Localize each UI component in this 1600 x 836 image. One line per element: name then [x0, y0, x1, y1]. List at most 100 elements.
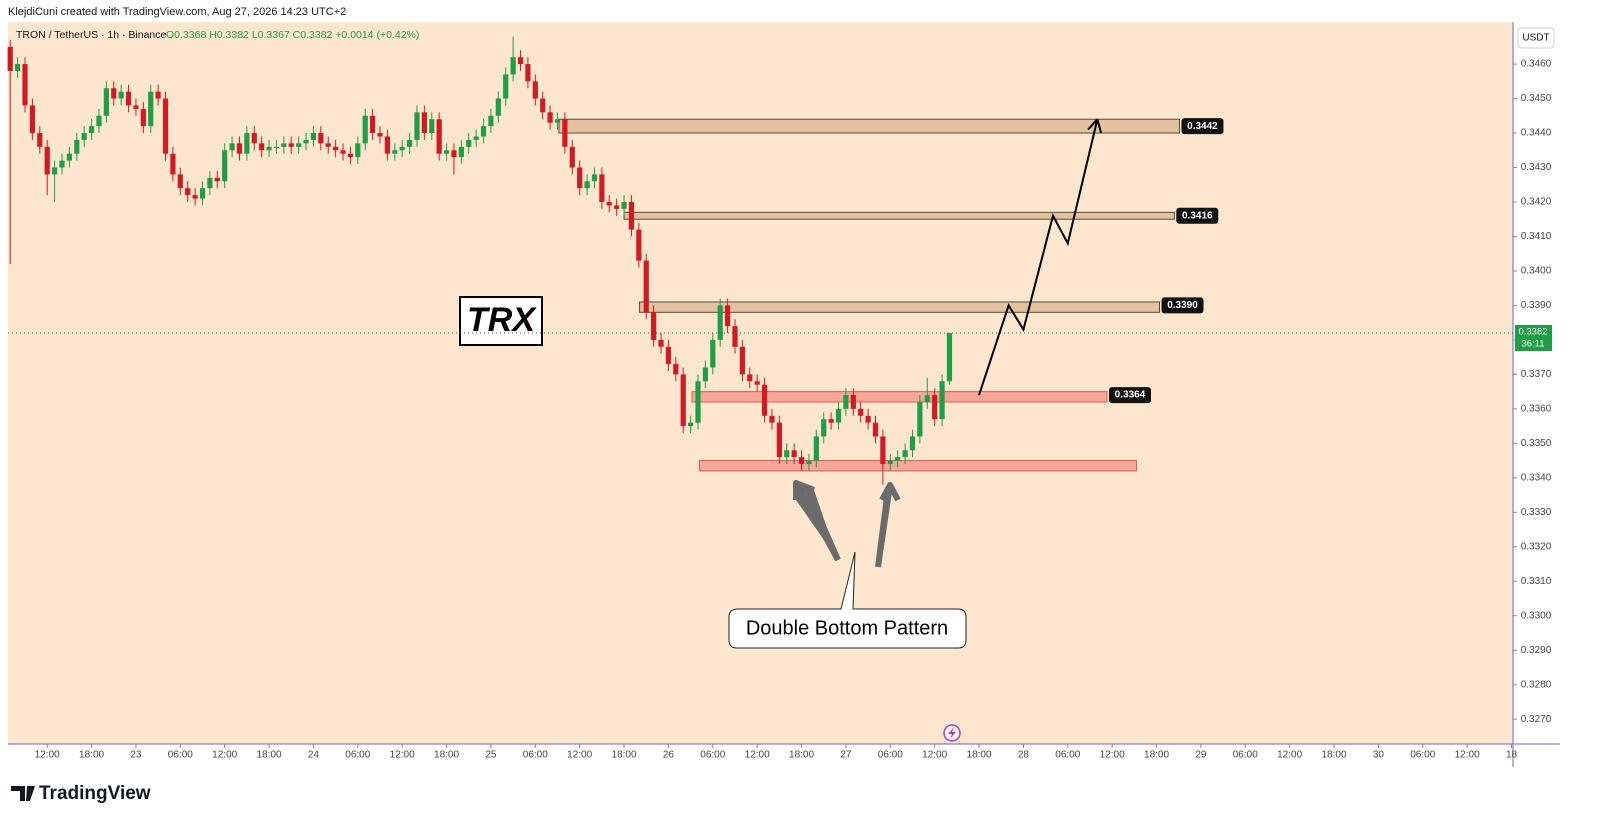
- candle-body: [880, 436, 886, 465]
- y-tick-label: 0.3420: [1521, 197, 1552, 208]
- level-label: 0.3442: [1187, 121, 1218, 132]
- y-tick-label: 0.3460: [1521, 59, 1552, 70]
- candle-body: [761, 384, 768, 416]
- candle-body: [747, 374, 753, 382]
- y-tick-label: 0.3350: [1521, 438, 1552, 449]
- candle-body: [325, 143, 331, 147]
- candle-body: [769, 415, 775, 423]
- candle-body: [59, 160, 65, 168]
- candle-body: [858, 408, 864, 416]
- candle-body: [148, 91, 154, 127]
- candle-body: [680, 374, 686, 427]
- last-price-label: 0.3382: [1518, 327, 1547, 338]
- x-tick-label: 06:00: [523, 750, 548, 761]
- candle-body: [377, 133, 383, 137]
- y-tick-label: 0.3440: [1521, 128, 1552, 139]
- author-line: KlejdiCuni created with TradingView.com,…: [8, 6, 346, 18]
- candle-body: [15, 64, 21, 71]
- currency-box: [1517, 27, 1555, 49]
- candle-body: [887, 460, 893, 465]
- candle-body: [702, 367, 709, 382]
- candle-body: [872, 422, 879, 437]
- candle-body: [266, 146, 272, 151]
- x-tick-label: 18: [1506, 750, 1518, 761]
- candle-body: [392, 150, 398, 154]
- x-tick-label: 12:00: [35, 750, 60, 761]
- y-tick-label: 0.3340: [1521, 472, 1552, 483]
- x-tick-label: 12:00: [567, 750, 592, 761]
- candle-body: [621, 201, 627, 209]
- level-zone: [623, 211, 1175, 220]
- candle-body: [244, 133, 250, 154]
- candle-body: [229, 143, 235, 151]
- candle-body: [732, 326, 738, 347]
- candle-body: [466, 139, 472, 147]
- candle-body: [850, 395, 856, 409]
- candle-body: [614, 205, 620, 209]
- candle-body: [791, 450, 797, 458]
- x-tick-label: 29: [1195, 750, 1207, 761]
- candle-body: [473, 136, 479, 140]
- candle-body: [303, 139, 309, 144]
- candle-body: [503, 74, 509, 99]
- x-tick-label: 12:00: [1277, 750, 1302, 761]
- candle-body: [843, 395, 849, 409]
- candle-body: [370, 115, 376, 134]
- candle-body: [821, 419, 827, 437]
- y-tick-label: 0.3430: [1521, 162, 1552, 173]
- candle-body: [895, 457, 901, 461]
- candle-body: [480, 126, 487, 137]
- x-tick-label: 18:00: [1322, 750, 1347, 761]
- candle-body: [177, 174, 183, 189]
- x-tick-label: 18:00: [434, 750, 459, 761]
- x-tick-label: 06:00: [878, 750, 903, 761]
- y-tick-label: 0.3280: [1521, 679, 1552, 690]
- x-tick-label: 27: [840, 750, 852, 761]
- level-zone: [698, 460, 1138, 472]
- candle-body: [591, 174, 598, 182]
- y-tick-label: 0.3390: [1521, 300, 1552, 311]
- y-tick-label: 0.3450: [1521, 93, 1552, 104]
- x-tick-label: 06:00: [700, 750, 725, 761]
- annotation: Double Bottom Pattern: [746, 617, 948, 639]
- y-tick-label: 0.3370: [1521, 369, 1552, 380]
- x-tick-label: 18:00: [789, 750, 814, 761]
- candle-body: [532, 81, 538, 99]
- candle-body: [865, 415, 871, 423]
- candle-body: [236, 143, 243, 154]
- candle-body: [628, 201, 635, 230]
- ohlc: O0.3368 H0.3382 L0.3367 C0.3382 +0.0014 …: [166, 29, 419, 41]
- candle-body: [813, 436, 819, 461]
- x-tick-label: 06:00: [1233, 750, 1258, 761]
- candle-body: [296, 143, 302, 147]
- candle-body: [754, 381, 760, 385]
- candle-body: [155, 91, 161, 99]
- callout-box: [728, 551, 967, 649]
- y-tick-label: 0.3310: [1521, 576, 1552, 587]
- candle-body: [406, 139, 413, 147]
- countdown: 36:11: [1521, 339, 1544, 350]
- level-zone: [691, 391, 1108, 403]
- candle-body: [636, 229, 642, 261]
- candle-body: [207, 177, 213, 189]
- x-tick-label: 23: [130, 750, 142, 761]
- candle-body: [784, 450, 790, 458]
- candle-body: [776, 422, 782, 458]
- candle-body: [88, 126, 95, 134]
- projection-arrowhead: [1087, 118, 1099, 131]
- candle-body: [562, 119, 568, 147]
- candle-body: [939, 381, 945, 420]
- candle-body: [273, 146, 280, 148]
- candle-body: [399, 146, 405, 151]
- brand: TradingView: [39, 783, 151, 804]
- y-tick-label: 0.3330: [1521, 507, 1552, 518]
- x-tick-label: 06:00: [345, 750, 370, 761]
- candle-body: [517, 57, 524, 65]
- x-tick-label: 18:00: [612, 750, 637, 761]
- x-tick-label: 12:00: [745, 750, 770, 761]
- candle-body: [66, 153, 72, 161]
- candle-body: [451, 150, 457, 158]
- candle-body: [199, 188, 206, 199]
- level-label-box: [1176, 207, 1219, 224]
- x-tick-label: 28: [1018, 750, 1030, 761]
